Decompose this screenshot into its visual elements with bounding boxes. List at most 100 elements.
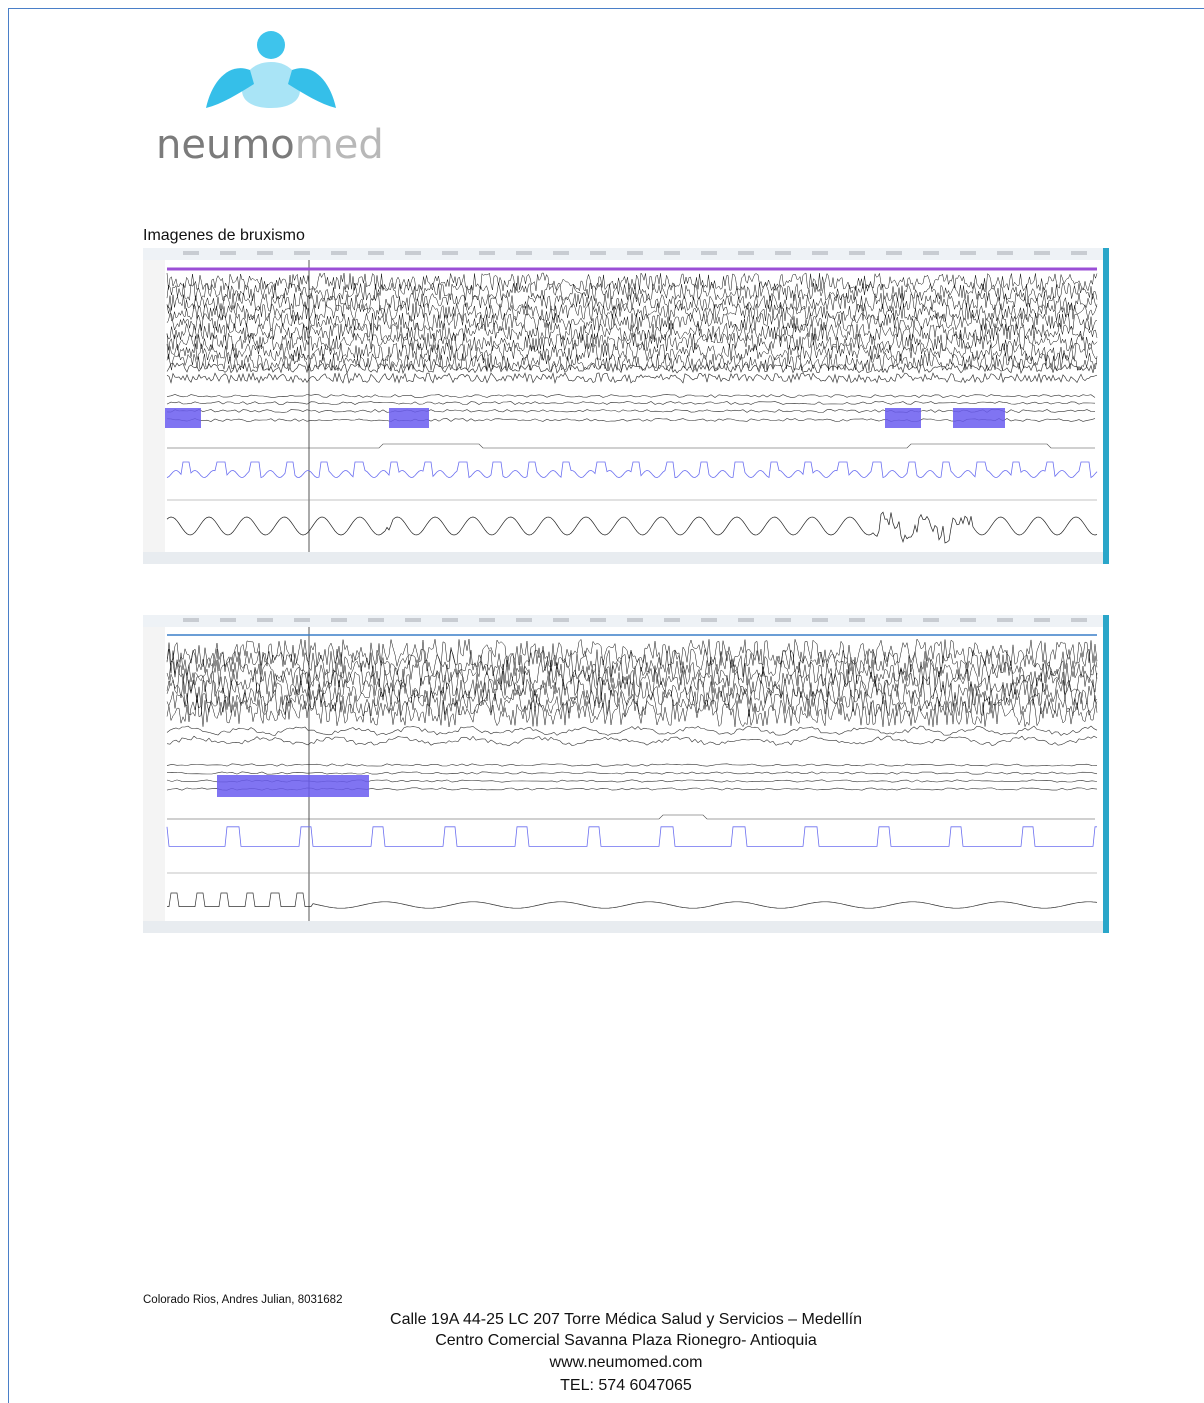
signal-trace xyxy=(166,332,1098,352)
signal-trace xyxy=(166,725,1098,736)
time-tick xyxy=(960,618,976,622)
psg-screenshot xyxy=(143,615,1109,933)
time-tick xyxy=(257,618,273,622)
bruxism-event xyxy=(953,408,1005,428)
signal-trace xyxy=(166,763,1098,767)
signal-trace xyxy=(166,461,1098,479)
logo-body xyxy=(242,62,300,108)
time-tick xyxy=(590,251,606,255)
time-tick xyxy=(220,251,236,255)
time-tick xyxy=(368,251,384,255)
signal-trace xyxy=(167,443,1095,449)
time-tick xyxy=(405,251,421,255)
time-tick xyxy=(405,618,421,622)
toolbar xyxy=(143,615,1109,627)
logo-text-dark: neumo xyxy=(156,122,295,168)
page-frame xyxy=(8,8,1204,1403)
label-column xyxy=(143,627,165,921)
time-tick xyxy=(812,618,828,622)
time-tick xyxy=(701,618,717,622)
time-tick xyxy=(701,251,717,255)
signal-trace xyxy=(167,892,1098,909)
time-tick xyxy=(479,618,495,622)
time-tick xyxy=(923,251,939,255)
address-line: www.neumomed.com xyxy=(549,1354,703,1371)
signal-trace xyxy=(166,418,1096,422)
logo-text: neumomed xyxy=(156,122,384,168)
time-tick xyxy=(886,618,902,622)
time-tick xyxy=(960,251,976,255)
time-tick xyxy=(183,251,199,255)
time-tick xyxy=(738,251,754,255)
signal-trace xyxy=(166,342,1098,362)
time-tick xyxy=(923,618,939,622)
signal-trace xyxy=(166,292,1098,312)
time-tick xyxy=(775,618,791,622)
signal-trace xyxy=(166,302,1098,322)
signal-trace xyxy=(166,771,1098,775)
signal-trace xyxy=(166,826,1097,847)
time-tick xyxy=(257,251,273,255)
time-tick xyxy=(775,251,791,255)
signal-trace xyxy=(166,312,1098,332)
signal-trace xyxy=(166,678,1098,708)
bruxism-event xyxy=(389,408,429,428)
time-tick xyxy=(331,251,347,255)
bruxism-event xyxy=(885,408,921,428)
time-tick xyxy=(1071,618,1087,622)
time-tick xyxy=(1034,251,1050,255)
status-bar xyxy=(143,552,1109,564)
time-tick xyxy=(849,251,865,255)
time-tick xyxy=(627,251,643,255)
psg-screenshot xyxy=(143,248,1109,564)
toolbar xyxy=(143,248,1109,260)
time-tick xyxy=(331,618,347,622)
section-heading: Imagenes de bruxismo xyxy=(143,227,305,244)
time-tick xyxy=(997,618,1013,622)
time-tick xyxy=(849,618,865,622)
signal-trace xyxy=(166,409,1096,413)
signal-trace xyxy=(166,688,1098,718)
time-tick xyxy=(553,251,569,255)
logo-wing-right xyxy=(288,68,336,108)
time-tick xyxy=(442,618,458,622)
scroll-edge xyxy=(1103,248,1109,564)
signal-trace xyxy=(166,511,1098,544)
time-tick xyxy=(516,618,532,622)
signal-trace xyxy=(166,658,1098,688)
signal-trace xyxy=(166,735,1098,747)
scroll-edge xyxy=(1103,615,1109,933)
time-tick xyxy=(220,618,236,622)
address-line: TEL: 574 6047065 xyxy=(560,1377,692,1394)
time-tick xyxy=(664,251,680,255)
time-tick xyxy=(183,618,199,622)
time-tick xyxy=(442,251,458,255)
signal-trace xyxy=(166,401,1096,405)
time-tick xyxy=(479,251,495,255)
logo-head xyxy=(257,31,285,59)
time-tick xyxy=(294,251,310,255)
screenshot-bg xyxy=(143,248,1109,564)
label-column xyxy=(143,260,165,552)
time-tick xyxy=(812,251,828,255)
time-tick xyxy=(294,618,310,622)
logo: neumomed xyxy=(156,31,384,168)
screenshot-bg xyxy=(143,615,1109,933)
time-tick xyxy=(368,618,384,622)
bruxism-event xyxy=(217,775,369,797)
time-tick xyxy=(627,618,643,622)
logo-wing-left xyxy=(206,68,254,108)
signal-trace xyxy=(166,282,1098,302)
bruxism-event xyxy=(165,408,201,428)
signal-trace xyxy=(166,352,1098,372)
time-tick xyxy=(738,618,754,622)
time-tick xyxy=(590,618,606,622)
time-tick xyxy=(1071,251,1087,255)
signal-trace xyxy=(166,648,1098,678)
patient-info: Colorado Rios, Andres Julian, 8031682 xyxy=(143,1294,343,1306)
signal-trace xyxy=(166,322,1098,342)
signal-trace xyxy=(166,361,1097,374)
signal-trace xyxy=(166,272,1098,292)
time-tick xyxy=(1034,618,1050,622)
